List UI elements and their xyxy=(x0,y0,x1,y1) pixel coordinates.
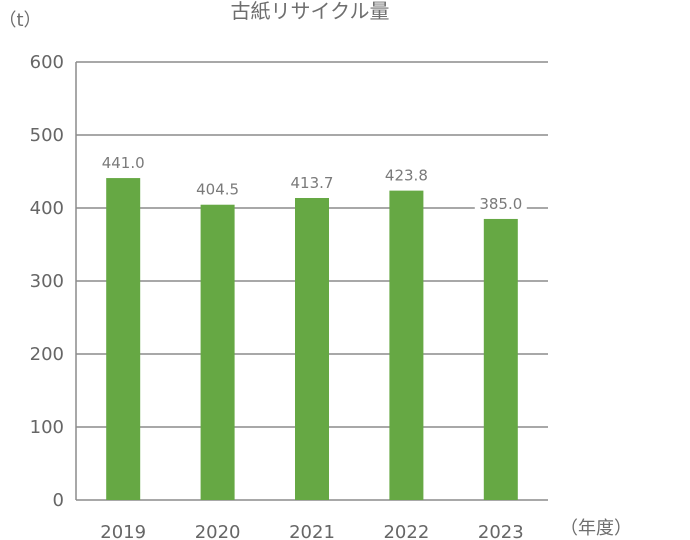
data-label: 385.0 xyxy=(479,195,522,213)
x-tick-label: 2023 xyxy=(478,522,524,540)
x-tick-label: 2019 xyxy=(100,522,146,540)
y-tick-label: 400 xyxy=(30,198,64,219)
x-axis-ticks: 2019 2020 2021 2022 2023 xyxy=(100,522,523,540)
bar xyxy=(295,197,329,500)
y-tick-label: 600 xyxy=(30,52,64,73)
y-tick-label: 200 xyxy=(30,344,64,365)
y-axis-ticks: 0 100 200 300 400 500 600 xyxy=(30,52,64,511)
chart-title: 古紙リサイクル量 xyxy=(231,0,390,23)
x-tick-label: 2022 xyxy=(383,522,429,540)
data-label: 404.5 xyxy=(196,181,239,199)
data-label-background xyxy=(380,166,433,185)
y-axis-unit-label: （t） xyxy=(0,10,42,31)
y-tick-label: 0 xyxy=(53,490,64,511)
y-tick-label: 300 xyxy=(30,271,64,292)
data-labels: 441.0 404.5 413.7 423.8 385.0 xyxy=(97,154,527,213)
data-label: 441.0 xyxy=(102,154,145,172)
data-label-background xyxy=(97,154,150,173)
bar xyxy=(389,190,424,500)
y-tick-label: 500 xyxy=(30,125,64,146)
data-label-background xyxy=(191,180,244,199)
x-tick-label: 2020 xyxy=(195,522,241,540)
bar xyxy=(106,178,141,500)
x-axis-unit-label: （年度） xyxy=(560,518,632,539)
data-label-background xyxy=(286,173,338,192)
bar xyxy=(483,218,518,500)
bar xyxy=(200,204,235,500)
data-label-background xyxy=(474,194,527,213)
bars xyxy=(106,178,518,500)
y-tick-label: 100 xyxy=(30,417,64,438)
x-tick-label: 2021 xyxy=(289,522,335,540)
data-label: 423.8 xyxy=(385,167,428,185)
data-label: 413.7 xyxy=(291,174,334,192)
